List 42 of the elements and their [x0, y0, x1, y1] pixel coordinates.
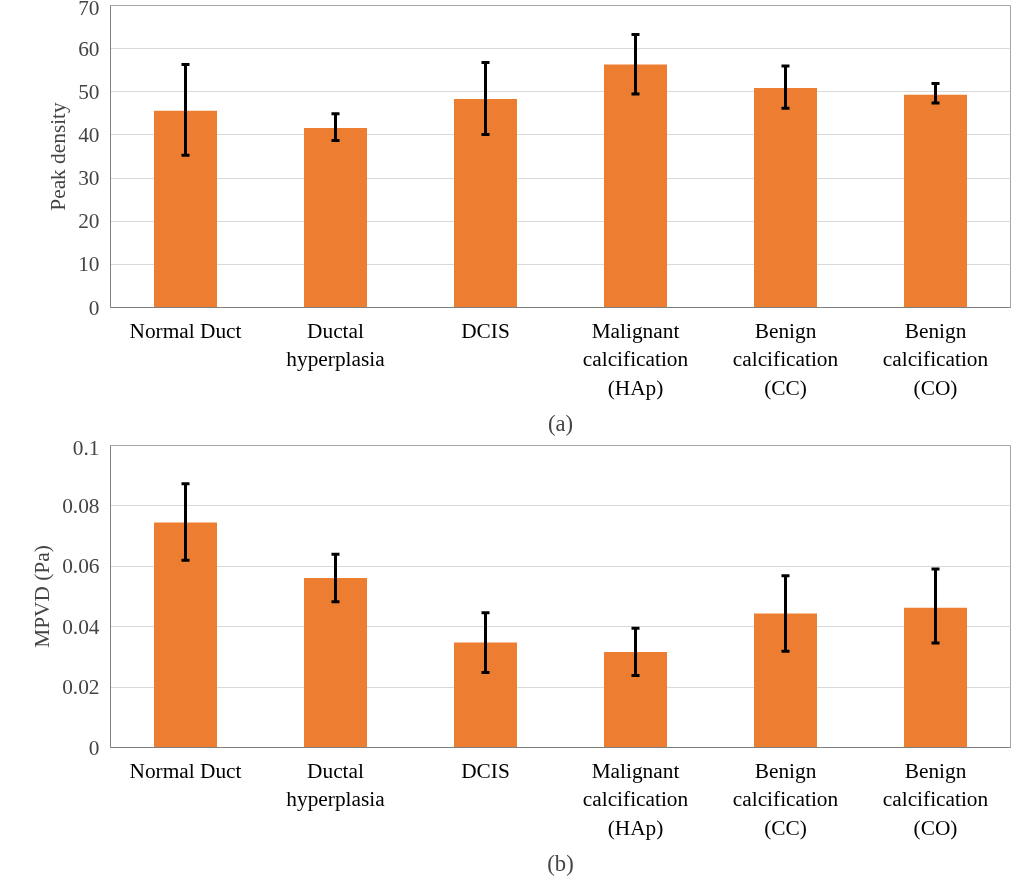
y-tick-label: 0.08 — [62, 493, 100, 518]
x-tick-label: DCIS — [461, 758, 510, 783]
y-tick-label: 40 — [78, 122, 100, 147]
x-tick-label: Ductal hyperplasia — [286, 318, 386, 372]
y-tick-label: 0.02 — [62, 675, 100, 700]
bar — [154, 110, 217, 308]
x-tick-label: Malignant calcification (HAp) — [582, 758, 689, 841]
y-tick-label: 0.1 — [72, 435, 100, 460]
bar — [604, 64, 667, 308]
x-tick-label: Benign calcification (CO) — [882, 758, 989, 841]
bar — [304, 578, 367, 748]
x-tick-label: Benign calcification (CO) — [882, 318, 989, 401]
y-tick-label: 70 — [78, 0, 100, 20]
x-tick-label: Normal Duct — [129, 758, 242, 783]
x-tick-label: Benign calcification (CC) — [732, 318, 839, 401]
y-tick-label: 0 — [88, 735, 100, 760]
y-tick-label: 20 — [78, 209, 100, 234]
x-tick-label: DCIS — [461, 318, 510, 343]
y-axis-title: Peak density — [46, 101, 71, 211]
y-tick-label: 30 — [78, 166, 100, 191]
bar — [154, 522, 217, 748]
y-tick-label: 10 — [78, 252, 100, 277]
bar — [454, 642, 517, 748]
x-tick-label: Normal Duct — [129, 318, 242, 343]
x-tick-label: Benign calcification (CC) — [732, 758, 839, 841]
bar — [754, 87, 817, 308]
y-tick-label: 0.06 — [62, 554, 100, 579]
bar — [454, 99, 517, 308]
bar — [604, 652, 667, 748]
bar — [304, 128, 367, 308]
text: (b) — [547, 850, 574, 876]
text: (a) — [547, 410, 574, 436]
y-tick-label: 0 — [88, 295, 100, 320]
y-tick-label: 0.04 — [62, 614, 100, 639]
x-tick-label: Malignant calcification (HAp) — [582, 318, 689, 401]
y-tick-label: 50 — [78, 79, 100, 104]
x-tick-label: Ductal hyperplasia — [286, 758, 386, 812]
bar — [754, 613, 817, 748]
y-tick-label: 60 — [78, 36, 100, 61]
bar — [904, 607, 967, 748]
y-axis-title: MPVD (Pa) — [30, 545, 55, 648]
bar — [904, 94, 967, 308]
